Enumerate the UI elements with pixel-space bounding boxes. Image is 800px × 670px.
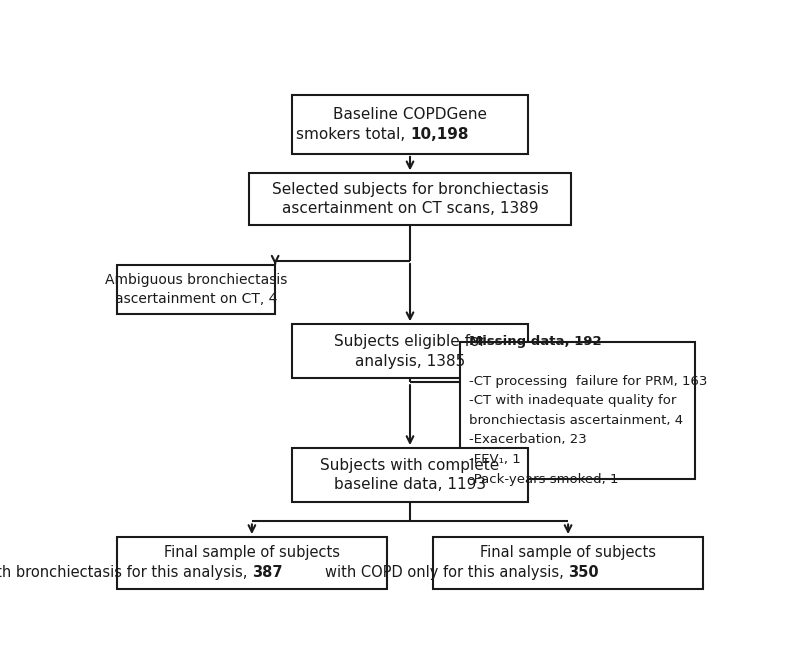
Text: with COPD only for this analysis,: with COPD only for this analysis,	[325, 565, 568, 580]
Bar	[117, 265, 275, 314]
Text: Missing data, 192: Missing data, 192	[469, 336, 602, 348]
Text: Final sample of subjects: Final sample of subjects	[164, 545, 340, 561]
Text: smokers total,: smokers total,	[296, 127, 410, 141]
Text: -CT with inadequate quality for: -CT with inadequate quality for	[469, 394, 676, 407]
Text: Subjects eligible for: Subjects eligible for	[334, 334, 486, 349]
Text: ascertainment on CT scans, 1389: ascertainment on CT scans, 1389	[282, 202, 538, 216]
Text: 10,198: 10,198	[410, 127, 469, 141]
Text: Ambiguous bronchiectasis: Ambiguous bronchiectasis	[105, 273, 287, 287]
Bar	[117, 537, 386, 588]
Text: -Exacerbation, 23: -Exacerbation, 23	[469, 433, 586, 446]
Text: -CT processing  failure for PRM, 163: -CT processing failure for PRM, 163	[469, 375, 707, 388]
Text: 350: 350	[568, 565, 598, 580]
Text: with bronchiectasis for this analysis,: with bronchiectasis for this analysis,	[0, 565, 252, 580]
Text: smokers total, 10,198: smokers total, 10,198	[326, 127, 494, 141]
Text: Selected subjects for bronchiectasis: Selected subjects for bronchiectasis	[271, 182, 549, 197]
Bar	[459, 342, 695, 479]
Text: 387: 387	[252, 565, 282, 580]
Text: -FEV₁, 1: -FEV₁, 1	[469, 453, 521, 466]
Text: analysis, 1385: analysis, 1385	[355, 354, 465, 368]
Text: Subjects with complete: Subjects with complete	[320, 458, 500, 473]
Text: with COPD only for this analysis, 350: with COPD only for this analysis, 350	[433, 565, 704, 580]
Bar	[249, 174, 571, 225]
Bar	[292, 324, 528, 379]
Text: bronchiectasis ascertainment, 4: bronchiectasis ascertainment, 4	[469, 414, 683, 427]
Bar	[292, 448, 528, 502]
Text: Final sample of subjects: Final sample of subjects	[480, 545, 656, 561]
Text: with bronchiectasis for this analysis, 387: with bronchiectasis for this analysis, 3…	[102, 565, 402, 580]
Bar	[434, 537, 703, 588]
Text: Baseline COPDGene: Baseline COPDGene	[333, 107, 487, 122]
Text: baseline data, 1193: baseline data, 1193	[334, 477, 486, 492]
Bar	[292, 94, 528, 154]
Text: ascertainment on CT, 4: ascertainment on CT, 4	[115, 292, 278, 306]
Text: -Pack-years smoked, 1: -Pack-years smoked, 1	[469, 473, 618, 486]
